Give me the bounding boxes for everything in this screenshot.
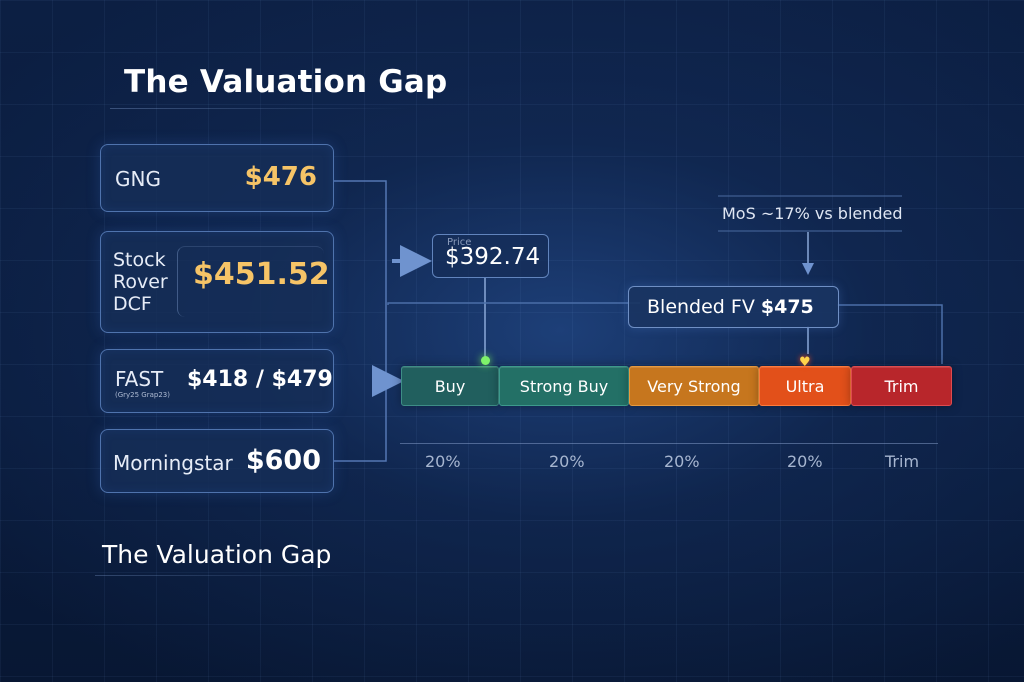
zone-axis	[400, 443, 938, 444]
zone-buy: Buy	[401, 366, 499, 406]
price-callout: Price $392.74	[432, 234, 549, 278]
zone-trim: Trim	[851, 366, 952, 406]
card-label: GNG	[115, 167, 161, 191]
zone-very-strong: Very Strong	[629, 366, 759, 406]
card-value: $476	[244, 162, 317, 192]
zone-tick: 20%	[549, 452, 585, 471]
zone-ultra: Ultra	[759, 366, 851, 406]
card-label: Stock Rover DCF	[113, 249, 168, 315]
valuation-card-stock-rover-dcf: Stock Rover DCF $451.52	[100, 231, 334, 333]
footer-title: The Valuation Gap	[102, 540, 332, 569]
card-sublabel: (Gry25 Grap23)	[115, 391, 170, 399]
zone-strong-buy: Strong Buy	[499, 366, 629, 406]
blended-fair-value-callout: Blended FV $475	[628, 286, 839, 328]
blended-label-text: Blended FV	[647, 296, 761, 318]
margin-of-safety-note: MoS ~17% vs blended	[722, 204, 903, 223]
zone-tick: 20%	[425, 452, 461, 471]
blended-value: $475	[760, 296, 814, 318]
blended-bracket	[837, 304, 943, 364]
value-frame	[177, 246, 324, 317]
zone-tick: Trim	[885, 452, 920, 471]
source-bracket	[334, 180, 387, 462]
blended-label: Blended FV $475	[647, 296, 814, 318]
price-value: $392.74	[445, 244, 541, 270]
title-underline	[110, 108, 410, 109]
footer-underline	[95, 575, 355, 576]
card-value: $600	[245, 445, 321, 476]
card-value: $418 / $479	[187, 367, 333, 392]
valuation-card-morningstar: Morningstar $600	[100, 429, 334, 493]
price-marker-dot	[481, 356, 490, 365]
valuation-card-fast: FAST (Gry25 Grap23) $418 / $479	[100, 349, 334, 413]
fair-value-marker-icon: ♥	[799, 355, 811, 370]
card-label: FAST	[115, 367, 164, 391]
valuation-card-gng: GNG $476	[100, 144, 334, 212]
price-caption: Price	[447, 237, 472, 248]
zone-tick: 20%	[787, 452, 823, 471]
zone-tick: 20%	[664, 452, 700, 471]
card-value: $451.52	[193, 257, 330, 292]
page-title: The Valuation Gap	[124, 64, 448, 100]
card-label: Morningstar	[113, 451, 233, 475]
